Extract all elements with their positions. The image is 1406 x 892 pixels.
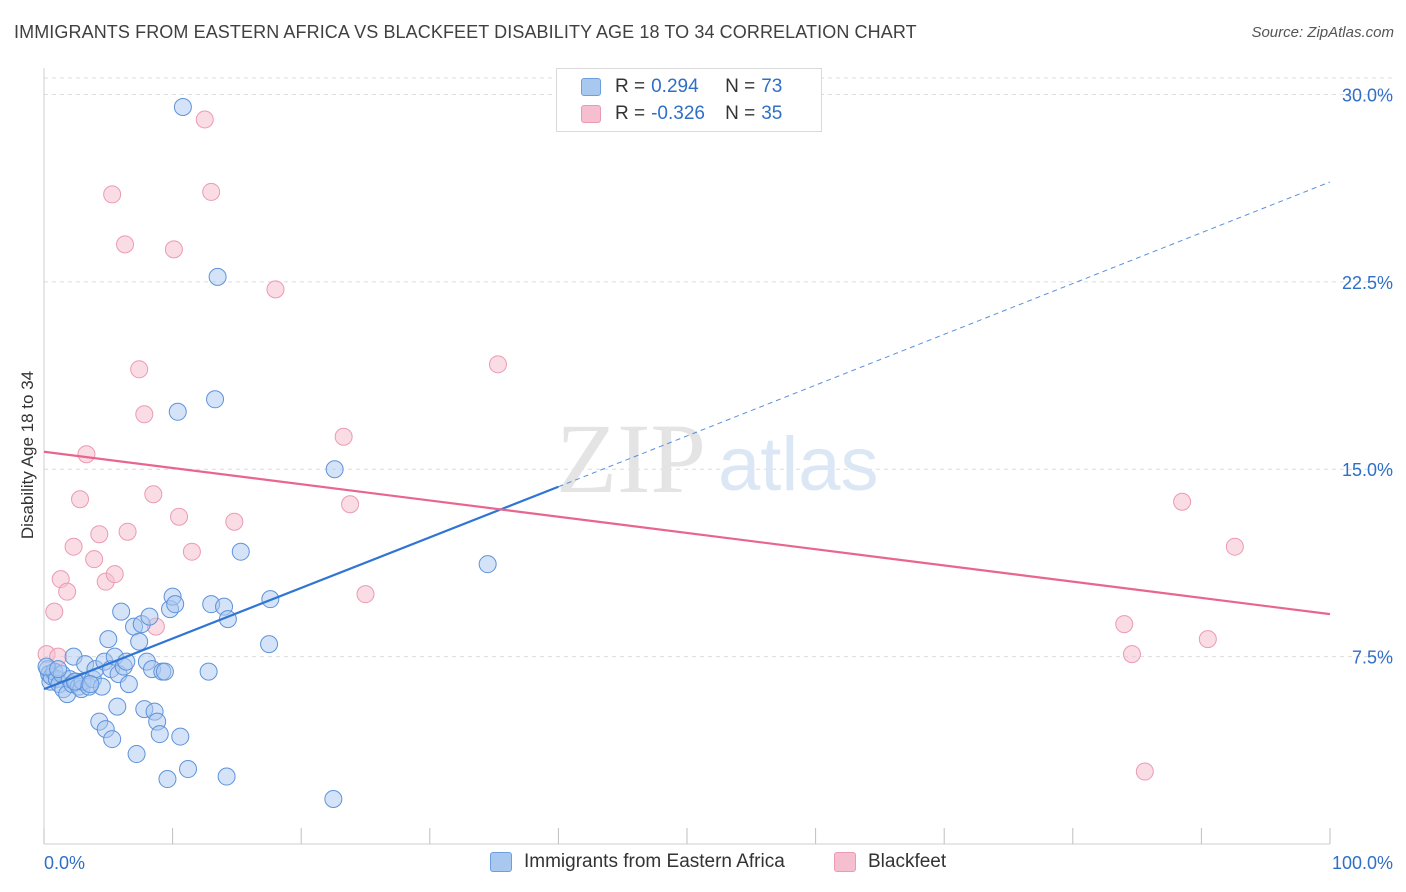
y-tick-label: 7.5% (1352, 648, 1393, 668)
eastern-africa-point (231, 542, 250, 561)
eastern-africa-point (49, 660, 68, 679)
watermark-zip: ZIP (556, 403, 706, 514)
eastern-africa-points (37, 97, 497, 809)
legend-item-label: Immigrants from Eastern Africa (524, 851, 785, 872)
eastern-africa-point (155, 662, 174, 681)
legend-r-label: R = (615, 103, 646, 124)
blackfeet-point (58, 582, 77, 601)
legend-r-value: -0.326 (651, 103, 705, 124)
blackfeet-point (341, 495, 360, 514)
y-tick-label: 30.0% (1342, 85, 1393, 105)
eastern-africa-point (158, 770, 177, 789)
legend-item-blackfeet: Blackfeet (834, 851, 946, 873)
blackfeet-point (71, 490, 90, 509)
eastern-africa-point (112, 602, 131, 621)
blackfeet-point (225, 512, 244, 531)
source-label: Source: ZipAtlas.com (1251, 24, 1394, 41)
eastern-africa-trend-line (43, 485, 559, 691)
legend-item-eastern-africa: Immigrants from Eastern Africa (490, 851, 785, 873)
blackfeet-point (116, 235, 135, 254)
blackfeet-point (488, 355, 507, 374)
eastern-africa-point (171, 727, 190, 746)
series-legend: Immigrants from Eastern Africa Blackfeet (0, 851, 1406, 877)
eastern-africa-point (108, 697, 127, 716)
blackfeet-point (1115, 615, 1134, 634)
eastern-africa-point (81, 675, 100, 694)
blackfeet-point (144, 485, 163, 504)
blackfeet-point (1122, 645, 1141, 664)
eastern-africa-point (217, 767, 236, 786)
legend-n-value: 35 (761, 103, 783, 124)
blackfeet-points (37, 110, 1244, 781)
blackfeet-trend-line (43, 450, 1331, 616)
y-tick-label: 15.0% (1342, 460, 1393, 480)
blackfeet-point (45, 602, 64, 621)
stats-legend: R = 0.294 N = 73 R = -0.326 N = 35 (556, 68, 822, 132)
eastern-africa-point (119, 675, 138, 694)
eastern-africa-point (199, 662, 218, 681)
pink-swatch-icon (581, 105, 601, 123)
blackfeet-point (85, 550, 104, 569)
legend-n-label: N = (725, 103, 756, 124)
legend-n-label: N = (725, 76, 756, 97)
blackfeet-point (202, 182, 221, 201)
blackfeet-point (182, 542, 201, 561)
eastern-africa-point (478, 555, 497, 574)
eastern-africa-point (150, 725, 169, 744)
blackfeet-point (266, 280, 285, 299)
blackfeet-point (1173, 492, 1192, 511)
blackfeet-point (164, 240, 183, 259)
blue-swatch-icon (581, 78, 601, 96)
eastern-africa-point (173, 97, 192, 116)
blackfeet-point (77, 445, 96, 464)
blackfeet-point (105, 565, 124, 584)
legend-r-label: R = (615, 76, 646, 97)
chart-title: IMMIGRANTS FROM EASTERN AFRICA VS BLACKF… (14, 22, 917, 42)
blackfeet-point (1225, 537, 1244, 556)
blackfeet-point (356, 585, 375, 604)
axes (43, 68, 1331, 845)
watermark: ZIP atlas (556, 403, 879, 514)
blackfeet-point (1135, 762, 1154, 781)
eastern-africa-point (324, 790, 343, 809)
eastern-africa-point (140, 607, 159, 626)
blackfeet-point (334, 427, 353, 446)
eastern-africa-point (325, 460, 344, 479)
legend-n-value: 73 (761, 76, 783, 97)
x-tick-label: 100.0% (1332, 853, 1393, 873)
legend-row-blackfeet: R = -0.326 N = 35 (581, 103, 782, 125)
eastern-africa-point (127, 745, 146, 764)
eastern-africa-point (130, 632, 149, 651)
blackfeet-point (1198, 630, 1217, 649)
eastern-africa-point (103, 730, 122, 749)
blackfeet-point (64, 537, 83, 556)
blackfeet-point (118, 522, 137, 541)
blue-swatch-icon (490, 852, 512, 872)
gridlines (44, 77, 1392, 658)
blackfeet-point (135, 405, 154, 424)
eastern-africa-point (206, 390, 225, 409)
blackfeet-point (195, 110, 214, 129)
watermark-atlas: atlas (718, 422, 879, 507)
legend-row-eastern-africa: R = 0.294 N = 73 (581, 76, 782, 98)
eastern-africa-point (208, 267, 227, 286)
tick-labels: 7.5% 15.0% 22.5% 30.0% 0.0% 100.0% (44, 85, 1393, 873)
eastern-africa-point (99, 630, 118, 649)
legend-r-value: 0.294 (651, 76, 699, 97)
pink-swatch-icon (834, 852, 856, 872)
y-tick-label: 22.5% (1342, 273, 1393, 293)
eastern-africa-point (260, 635, 279, 654)
blackfeet-point (103, 185, 122, 204)
eastern-africa-point (179, 760, 198, 779)
blackfeet-point (130, 360, 149, 379)
trend-lines (43, 181, 1331, 691)
blackfeet-point (90, 525, 109, 544)
legend-item-label: Blackfeet (868, 851, 947, 872)
blackfeet-point (170, 507, 189, 526)
x-tick-label: 0.0% (44, 853, 85, 873)
eastern-africa-point (168, 402, 187, 421)
eastern-africa-trend-extension (558, 181, 1331, 488)
eastern-africa-point (166, 595, 185, 614)
